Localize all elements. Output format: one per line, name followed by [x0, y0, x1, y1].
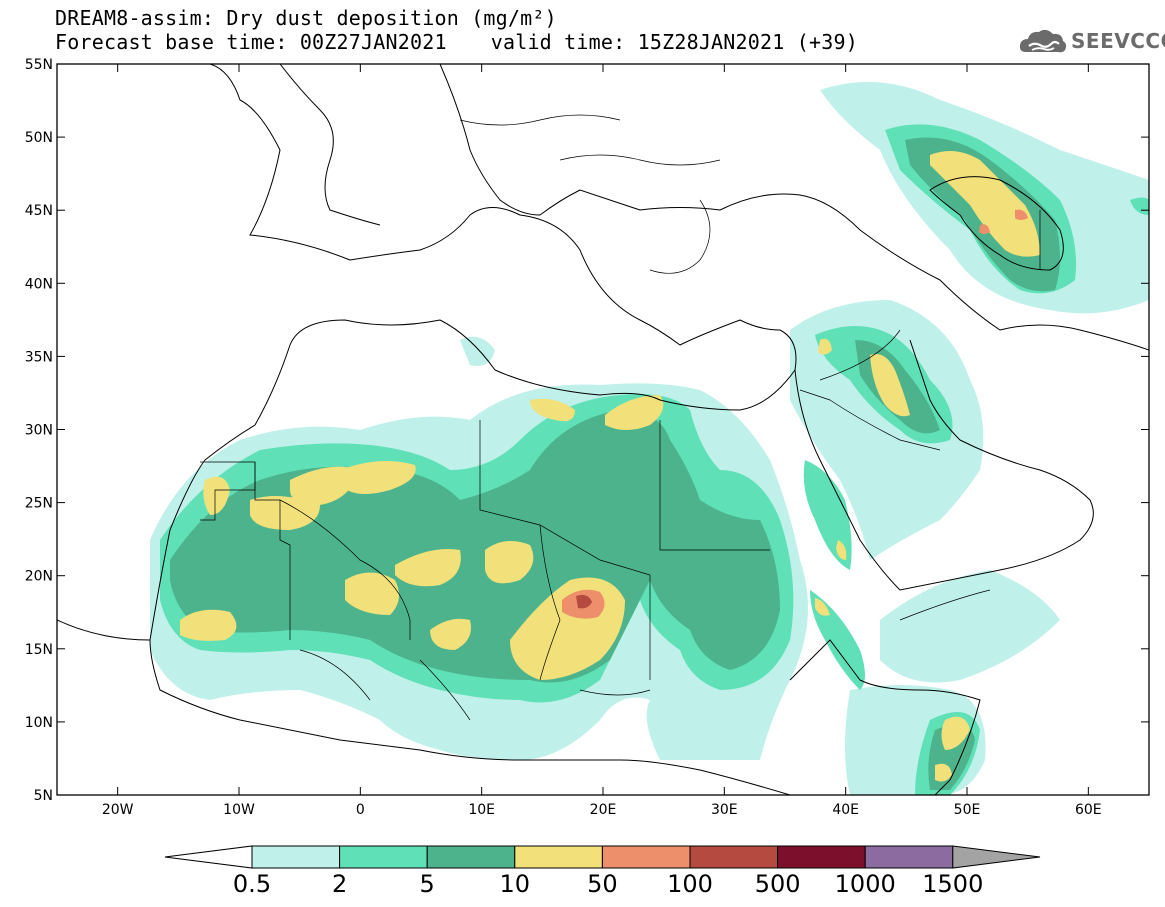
lat-tick-label: 15N: [25, 642, 53, 658]
country-borders: [200, 114, 1041, 721]
colorbar-label: 100: [667, 870, 713, 898]
lat-tick-label: 20N: [25, 569, 53, 585]
colorbar-swatch: [339, 845, 428, 869]
colorbar-swatch: [689, 845, 779, 869]
lat-tick-label: 50N: [25, 130, 53, 146]
colorbar-under-arrow: [164, 845, 253, 869]
lon-tick-label: 40E: [832, 802, 859, 818]
colorbar-label: 10: [499, 870, 531, 898]
colorbar-label: 5: [419, 870, 435, 898]
map-subtitle: Forecast base time: 00Z27JAN2021 valid ti…: [55, 31, 858, 53]
colorbar-swatch: [514, 845, 603, 869]
dust-field: [150, 82, 1149, 795]
seevccc-logo: SEEVCCC: [1018, 26, 1165, 56]
lat-tick-label: 25N: [25, 496, 53, 512]
colorbar-label: 50: [587, 870, 618, 898]
latitude-axis: 55N 50N 45N 40N 35N 30N 25N 20N 15N 10N 5N: [25, 57, 1149, 804]
lat-tick-label: 55N: [25, 57, 53, 73]
lat-tick-label: 45N: [25, 203, 53, 219]
lat-tick-label: 40N: [25, 276, 53, 292]
colorbar-label: 1000: [834, 870, 896, 898]
lat-tick-label: 10N: [25, 715, 53, 731]
map-title: DREAM8-assim: Dry dust deposition (mg/m²…: [55, 6, 557, 30]
deposition-level-100: [576, 594, 592, 609]
valid-time: valid time: 15Z28JAN2021 (+39): [490, 30, 858, 54]
lat-tick-label: 30N: [25, 423, 53, 439]
colorbar-swatch: [426, 845, 516, 869]
logo-text: SEEVCCC: [1071, 29, 1165, 53]
lat-tick-label: 35N: [25, 349, 53, 365]
colorbar-swatch: [864, 845, 954, 869]
colorbar-swatch: [601, 845, 691, 869]
lat-tick-label: 5N: [34, 788, 53, 804]
coastlines: [57, 64, 1149, 795]
forecast-base-time: Forecast base time: 00Z27JAN2021: [55, 30, 447, 54]
lon-tick-label: 50E: [954, 802, 981, 818]
colorbar: [164, 845, 1041, 869]
lon-tick-label: 20W: [102, 802, 134, 818]
colorbar-label: 2: [331, 870, 348, 898]
lon-tick-label: 30E: [711, 802, 738, 818]
colorbar-swatch: [777, 845, 866, 869]
lon-tick-label: 0: [356, 802, 365, 818]
colorbar-label: 1500: [922, 870, 984, 898]
cloud-icon: [1019, 29, 1067, 53]
lon-tick-label: 10E: [468, 802, 495, 818]
colorbar-over-arrow: [952, 845, 1041, 869]
colorbar-swatch: [251, 845, 341, 869]
lon-tick-label: 10W: [223, 802, 255, 818]
colorbar-label: 500: [754, 870, 801, 898]
lon-tick-label: 60E: [1075, 802, 1102, 818]
lon-tick-label: 20E: [590, 802, 617, 818]
longitude-axis: 20W 10W 0 10E 20E 30E 40E 50E 60E: [102, 64, 1102, 818]
colorbar-label: 0.5: [232, 870, 272, 898]
